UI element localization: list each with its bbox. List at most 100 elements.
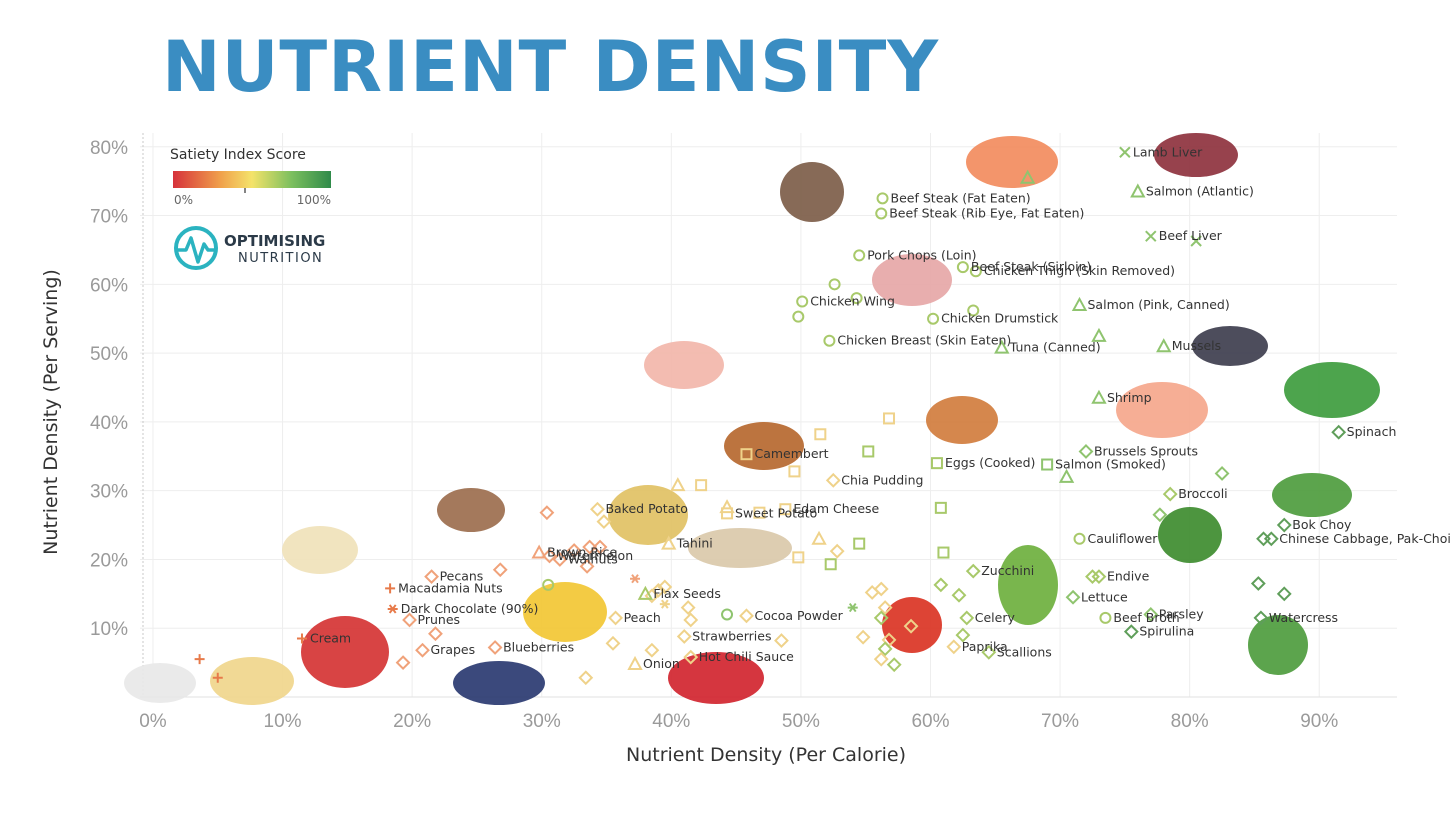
point-label: Tahini [676, 536, 713, 551]
data-point [683, 649, 699, 665]
data-point [566, 543, 582, 558]
point-label: Bok Choy [1292, 517, 1352, 532]
spinach-image [1284, 362, 1380, 418]
data-point [627, 655, 643, 670]
point-label: Hot Chili Sauce [699, 649, 794, 664]
point-label: Chia Pudding [841, 472, 923, 487]
optimising-nutrition-logo: OPTIMISING NUTRITION [174, 226, 325, 270]
data-point [873, 581, 889, 597]
pineapple-image [523, 582, 607, 642]
point-label: Shrimp [1107, 390, 1152, 405]
y-tick-label: 60% [90, 275, 128, 296]
y-tick-label: 40% [90, 413, 128, 434]
data-point [753, 506, 766, 519]
point-label: Cocoa Powder [754, 608, 843, 623]
satiety-legend: Satiety Index Score 0% 100% [170, 147, 331, 207]
data-point [903, 618, 919, 634]
data-point [487, 640, 503, 655]
data-point [1099, 611, 1112, 624]
data-point [676, 629, 692, 644]
data-point [1091, 327, 1107, 342]
data-point [1276, 586, 1292, 602]
data-point [1065, 589, 1081, 605]
data-point [590, 501, 605, 517]
point-label: Mussels [1172, 338, 1221, 353]
x-tick-label: 50% [782, 711, 820, 732]
brand-line-2: NUTRITION [238, 251, 323, 266]
data-point [811, 530, 827, 545]
x-tick-label: 30% [523, 711, 561, 732]
x-tick-label: 70% [1041, 711, 1079, 732]
data-point [1071, 296, 1088, 311]
data-point [847, 602, 858, 613]
macadamia-image [282, 526, 358, 574]
point-label: Chinese Cabbage, Pak-Choi [1279, 531, 1451, 546]
legend-title: Satiety Index Score [170, 147, 306, 163]
data-point [934, 501, 947, 514]
point-label: Watercress [1269, 610, 1338, 625]
point-label: Beef Steak (Sirloin) [971, 259, 1092, 274]
data-point [850, 292, 863, 305]
data-point [969, 265, 982, 278]
data-point [981, 644, 997, 660]
data-point [967, 304, 980, 317]
food-illustrations [124, 133, 1380, 705]
point-label: Scallions [997, 644, 1052, 659]
potato-image [608, 485, 688, 545]
data-point [212, 672, 223, 683]
data-point [740, 448, 753, 461]
data-point [1119, 146, 1131, 158]
data-point [492, 562, 508, 578]
point-label: Zucchini [981, 563, 1034, 578]
data-point [1276, 517, 1292, 533]
data-point [539, 505, 555, 521]
data-point [1078, 444, 1094, 459]
data-point [428, 626, 443, 642]
point-label: Cauliflower [1088, 531, 1159, 546]
sugar-cubes-image [124, 663, 196, 703]
data-point [965, 563, 981, 579]
point-label: Pork Chops (Loin) [867, 247, 976, 262]
data-point [531, 544, 547, 559]
y-axis-title: Nutrient Density (Per Serving) [40, 269, 62, 555]
data-point [853, 537, 866, 550]
y-tick-label: 30% [90, 482, 128, 503]
point-label: Chicken Drumstick [941, 311, 1059, 326]
data-point [829, 543, 845, 559]
data-point [883, 412, 896, 425]
data-point [792, 310, 805, 323]
point-label: Endive [1107, 569, 1150, 584]
point-label: Watermelon [557, 548, 633, 563]
data-point [680, 600, 696, 615]
x-tick-label: 90% [1300, 711, 1338, 732]
legend-color-scale [173, 171, 331, 188]
data-point [1190, 235, 1202, 247]
data-point [402, 612, 417, 628]
point-label: Strawberries [692, 628, 771, 643]
shrimp-image [1116, 382, 1208, 438]
x-tick-label: 0% [139, 711, 167, 732]
point-label: Camembert [754, 446, 828, 461]
x-tick-label: 60% [911, 711, 949, 732]
butter-image [210, 657, 294, 705]
data-point [415, 642, 430, 658]
flax-seeds-image [688, 528, 792, 568]
data-point [774, 633, 789, 649]
point-label: Lettuce [1081, 589, 1128, 604]
data-point [1152, 507, 1168, 523]
point-label: Broccoli [1178, 486, 1227, 501]
point-label: Onion [643, 656, 680, 671]
data-point [792, 551, 805, 564]
legend-max-label: 100% [297, 193, 331, 207]
data-point [779, 503, 792, 516]
data-point [1091, 569, 1107, 585]
data-point [814, 428, 827, 441]
point-label: Brown Rice [547, 545, 617, 560]
x-tick-label: 20% [393, 711, 431, 732]
x-axis-title: Nutrient Density (Per Calorie) [626, 744, 906, 766]
point-label: Baked Potato [605, 501, 687, 516]
data-point [582, 539, 598, 555]
data-point [424, 569, 439, 585]
point-label: Dark Chocolate (90%) [401, 601, 539, 616]
data-point [824, 558, 837, 571]
